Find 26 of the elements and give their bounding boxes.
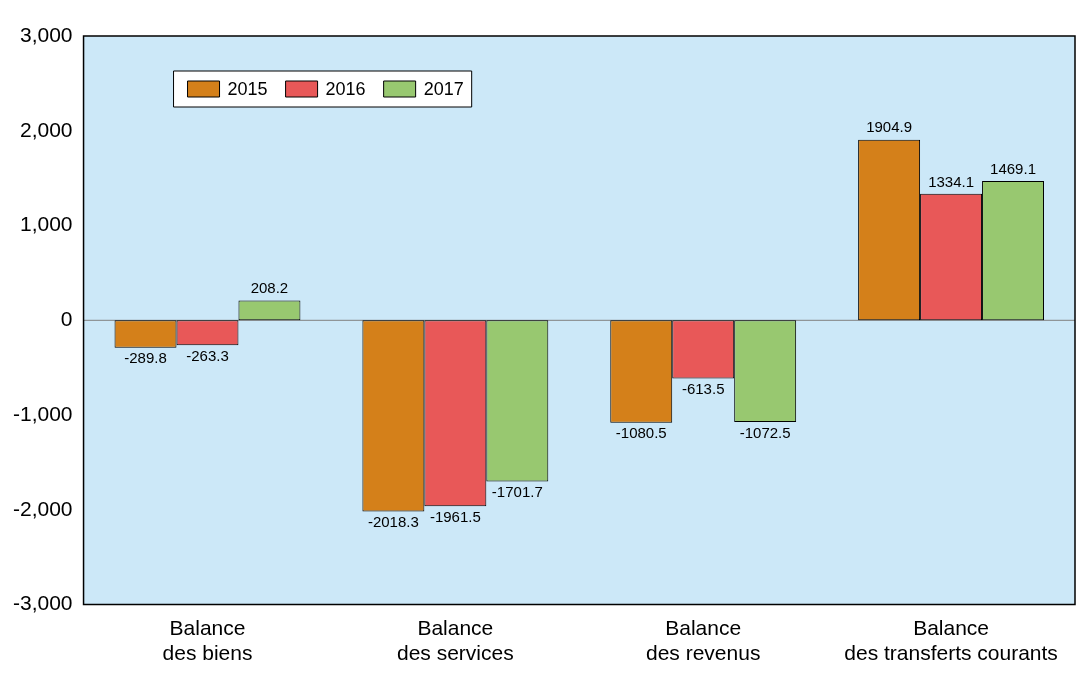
data-label: -2018.3 bbox=[367, 513, 419, 531]
x-tick-label: Balance des services bbox=[396, 616, 514, 665]
data-label: -289.8 bbox=[124, 349, 167, 367]
x-tick-label: Balance des biens bbox=[162, 616, 253, 665]
data-label: -1072.5 bbox=[739, 423, 791, 441]
data-label: -1701.7 bbox=[491, 483, 543, 501]
x-tick-label: Balance des revenus bbox=[646, 616, 761, 665]
data-label: 1334.1 bbox=[928, 172, 975, 190]
legend-label: 2017 bbox=[423, 78, 464, 99]
legend-label: 2015 bbox=[227, 78, 268, 99]
legend-label: 2016 bbox=[325, 78, 366, 99]
data-label: 1904.9 bbox=[866, 118, 913, 136]
y-tick-label: -1,000 bbox=[13, 401, 73, 425]
data-label: -1080.5 bbox=[615, 424, 667, 442]
y-tick-label: 0 bbox=[60, 307, 73, 331]
y-tick-label: 1,000 bbox=[19, 212, 73, 236]
data-label: -263.3 bbox=[186, 346, 229, 364]
data-label: -613.5 bbox=[681, 380, 725, 398]
y-tick-label: 2,000 bbox=[19, 117, 73, 141]
data-label: -1961.5 bbox=[429, 507, 481, 525]
y-tick-label: -2,000 bbox=[13, 496, 73, 520]
data-label: 1469.1 bbox=[990, 159, 1036, 177]
x-tick-label: Balance des transferts courants bbox=[844, 616, 1058, 665]
y-tick-label: 3,000 bbox=[19, 22, 73, 46]
y-tick-label: -3,000 bbox=[13, 591, 73, 615]
data-label: 208.2 bbox=[250, 279, 289, 297]
